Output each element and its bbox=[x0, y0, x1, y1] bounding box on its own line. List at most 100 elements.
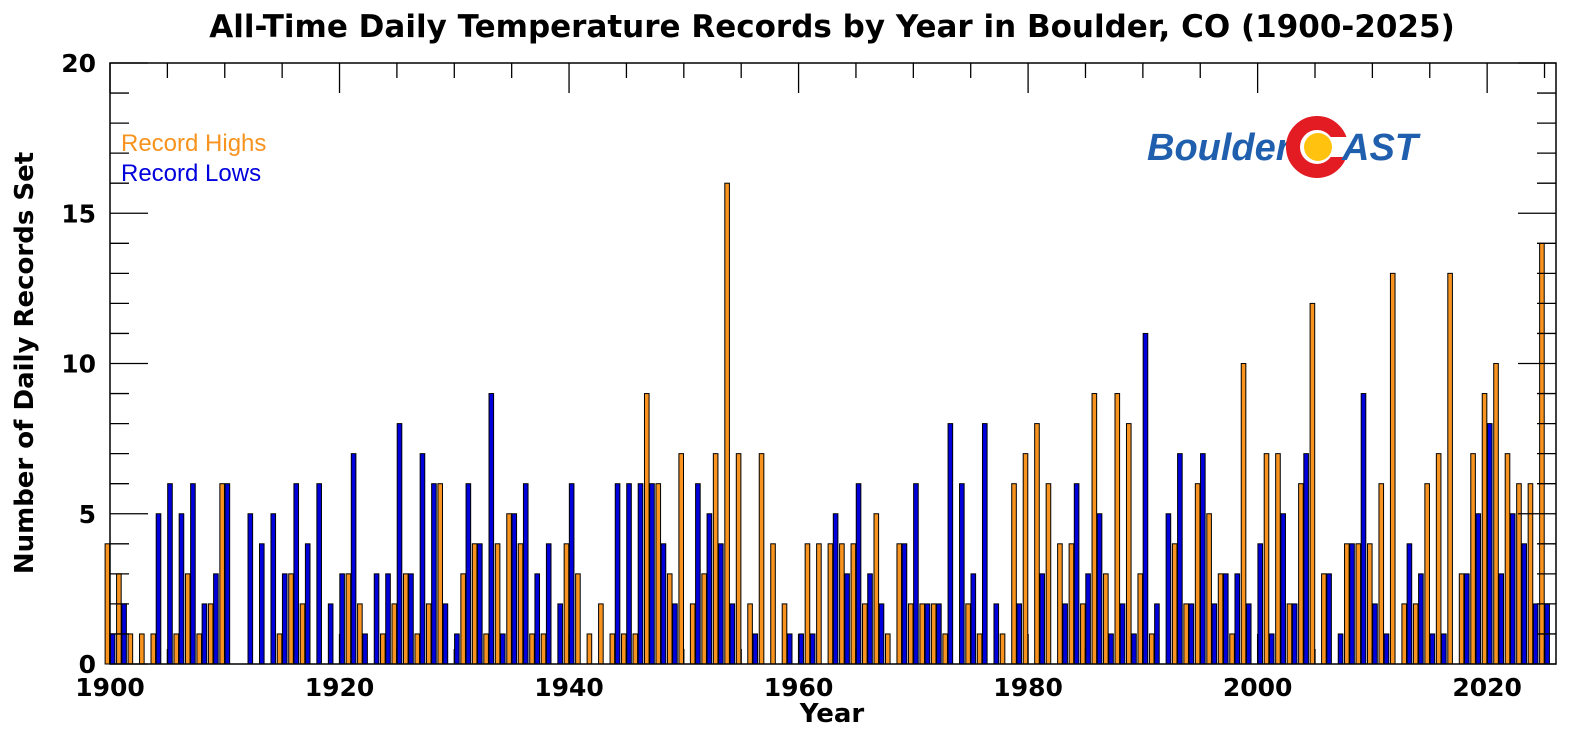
bar-record-low-1920 bbox=[339, 573, 345, 665]
bar-record-low-2020 bbox=[1486, 423, 1493, 665]
bar-record-high-1995 bbox=[1194, 483, 1201, 665]
bar-record-high-1955 bbox=[735, 453, 742, 665]
bar-record-high-2023 bbox=[1516, 483, 1522, 665]
bar-record-high-1916 bbox=[288, 573, 294, 665]
legend-record-highs: Record Highs bbox=[121, 130, 266, 157]
bar-record-low-2008 bbox=[1349, 543, 1355, 665]
bar-record-high-1959 bbox=[781, 603, 788, 665]
bar-record-low-1996 bbox=[1211, 603, 1218, 665]
bars-layer bbox=[104, 182, 1550, 665]
bar-record-low-1910 bbox=[224, 483, 231, 665]
bar-record-high-2020 bbox=[1481, 393, 1488, 665]
bar-record-high-1989 bbox=[1125, 423, 1132, 665]
bar-record-high-1921 bbox=[345, 573, 352, 665]
bar-record-low-1954 bbox=[729, 603, 736, 665]
bar-record-low-1927 bbox=[419, 453, 426, 665]
bar-record-low-1938 bbox=[545, 543, 552, 665]
bar-record-low-2013 bbox=[1406, 543, 1413, 665]
bar-record-low-2010 bbox=[1372, 603, 1378, 665]
logo-sun-icon bbox=[1304, 133, 1332, 161]
x-tick-label-1980: 1980 bbox=[993, 673, 1063, 702]
bar-record-high-1962 bbox=[816, 543, 822, 665]
bar-record-low-2006 bbox=[1326, 573, 1332, 665]
bar-record-high-1924 bbox=[380, 633, 386, 665]
bar-record-high-1907 bbox=[184, 573, 191, 665]
bar-record-high-2019 bbox=[1470, 453, 1476, 665]
bar-record-high-1985 bbox=[1080, 603, 1086, 665]
bar-record-high-1984 bbox=[1068, 543, 1075, 665]
bar-record-low-2000 bbox=[1257, 543, 1264, 665]
bar-record-high-1957 bbox=[758, 453, 765, 665]
bar-record-high-1934 bbox=[494, 543, 501, 665]
x-tick-label-1960: 1960 bbox=[764, 673, 834, 702]
bar-record-high-1915 bbox=[276, 633, 283, 665]
bar-record-low-1964 bbox=[844, 573, 850, 665]
bar-record-low-1949 bbox=[672, 603, 678, 665]
bar-record-low-2023 bbox=[1521, 543, 1527, 665]
bar-record-high-1900 bbox=[104, 543, 111, 665]
bar-record-high-1938 bbox=[540, 633, 547, 665]
bar-record-high-1966 bbox=[862, 603, 868, 665]
bar-record-low-1930 bbox=[454, 633, 460, 665]
bar-record-high-1927 bbox=[414, 633, 421, 665]
bar-record-high-1964 bbox=[839, 543, 845, 665]
bar-record-high-1987 bbox=[1103, 573, 1109, 665]
bar-record-low-1909 bbox=[213, 573, 219, 665]
bar-record-low-1935 bbox=[511, 513, 518, 665]
bar-record-high-2008 bbox=[1344, 543, 1350, 665]
bar-record-high-1901 bbox=[116, 573, 122, 665]
bar-record-low-1923 bbox=[373, 573, 380, 665]
bar-record-high-2015 bbox=[1424, 483, 1430, 665]
bar-record-low-2009 bbox=[1360, 393, 1367, 665]
bar-record-high-1925 bbox=[391, 603, 398, 665]
bar-record-low-1913 bbox=[258, 543, 265, 665]
bar-record-high-1946 bbox=[632, 633, 639, 665]
bar-record-low-1929 bbox=[442, 603, 449, 665]
bar-record-high-1982 bbox=[1045, 483, 1052, 665]
bar-record-low-1973 bbox=[947, 423, 954, 665]
bar-record-high-1963 bbox=[827, 543, 834, 665]
bouldercast-logo: Boulder AST bbox=[1147, 116, 1421, 178]
bar-record-low-1931 bbox=[465, 483, 472, 665]
logo-word-ast: AST bbox=[1341, 127, 1421, 169]
bar-record-high-2021 bbox=[1493, 363, 1499, 665]
bar-record-high-1903 bbox=[139, 633, 145, 665]
bar-record-high-1926 bbox=[402, 573, 409, 665]
bar-record-high-1947 bbox=[643, 393, 650, 665]
bar-record-high-1943 bbox=[598, 603, 604, 665]
y-tick-label-0: 0 bbox=[79, 650, 96, 679]
bar-record-high-2001 bbox=[1263, 453, 1270, 665]
bar-record-high-1967 bbox=[873, 513, 880, 665]
bar-record-low-1997 bbox=[1222, 573, 1229, 665]
bar-record-high-1949 bbox=[666, 573, 673, 665]
bar-record-low-1918 bbox=[316, 483, 322, 665]
bar-record-high-1988 bbox=[1114, 393, 1121, 665]
bar-record-high-1929 bbox=[437, 483, 444, 665]
x-tick-label-2020: 2020 bbox=[1452, 673, 1522, 702]
bar-record-low-1972 bbox=[936, 603, 942, 665]
bar-record-low-1906 bbox=[178, 513, 185, 665]
x-tick-label-2000: 2000 bbox=[1223, 673, 1293, 702]
bar-record-low-1914 bbox=[270, 513, 277, 665]
bar-record-low-1991 bbox=[1154, 603, 1160, 665]
bar-record-low-1948 bbox=[660, 543, 667, 665]
bar-record-high-1973 bbox=[942, 633, 948, 665]
bar-record-high-1961 bbox=[804, 543, 811, 665]
bar-record-high-1975 bbox=[965, 603, 971, 665]
bar-record-high-1902 bbox=[127, 633, 134, 665]
bar-record-high-2009 bbox=[1355, 543, 1362, 665]
ticks-layer bbox=[109, 62, 1556, 665]
bar-record-low-1908 bbox=[201, 603, 208, 665]
bar-record-low-1900 bbox=[109, 633, 116, 665]
bar-record-low-1965 bbox=[855, 483, 862, 665]
bar-record-high-1971 bbox=[919, 603, 926, 665]
bar-record-low-1984 bbox=[1073, 483, 1080, 665]
bar-record-low-1960 bbox=[798, 633, 804, 665]
bar-record-low-1905 bbox=[167, 483, 173, 665]
x-tick-label-1920: 1920 bbox=[305, 673, 375, 702]
bar-record-high-1937 bbox=[529, 633, 535, 665]
bar-record-high-1953 bbox=[712, 453, 719, 665]
bar-record-high-1970 bbox=[907, 603, 914, 665]
bar-record-high-1948 bbox=[655, 483, 662, 665]
